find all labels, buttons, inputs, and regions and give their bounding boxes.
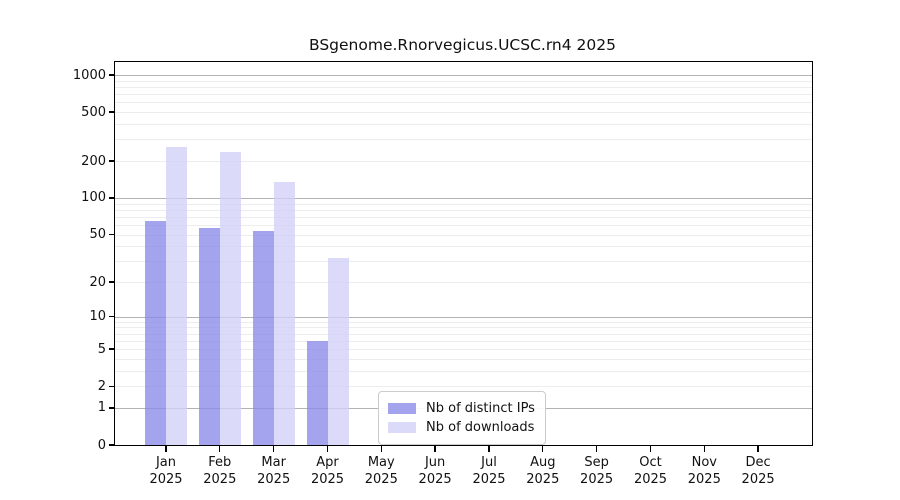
- x-tick-mark: [649, 445, 652, 452]
- y-tick-label: 50: [89, 227, 106, 242]
- bar-distinct-ips: [198, 227, 220, 445]
- y-tick-label: 1000: [72, 67, 106, 83]
- x-tick-mark: [219, 445, 221, 452]
- chart-legend: Nb of distinct IPs Nb of downloads: [378, 391, 546, 445]
- y-tick-mark: [109, 197, 115, 199]
- y-tick-label: 200: [81, 153, 106, 169]
- bar-downloads: [273, 181, 295, 445]
- x-tick-mark: [165, 445, 167, 452]
- y-tick-mark: [109, 315, 115, 318]
- gridline-minor: [115, 80, 812, 82]
- legend-item-downloads: Nb of downloads: [388, 418, 536, 437]
- y-tick-label: 5: [97, 341, 106, 357]
- legend-label-downloads: Nb of downloads: [426, 420, 535, 435]
- y-tick-mark: [109, 407, 115, 409]
- x-tick-label: Apr 2025: [310, 455, 345, 487]
- gridline-major: [115, 197, 812, 199]
- x-tick-label: Nov 2025: [687, 455, 721, 487]
- bar-downloads: [327, 257, 349, 445]
- gridline-minor: [115, 340, 812, 342]
- gridline-minor: [115, 349, 812, 351]
- gridline-minor: [115, 370, 812, 372]
- gridline-minor: [115, 261, 812, 263]
- gridline-minor: [115, 203, 812, 205]
- gridline-minor: [115, 321, 812, 323]
- y-tick-label: 2: [97, 378, 106, 394]
- x-tick-label: Sep 2025: [580, 455, 614, 487]
- bar-downloads: [219, 152, 241, 445]
- x-tick-mark: [703, 445, 705, 452]
- gridline-minor: [115, 209, 812, 211]
- bars-layer: [115, 62, 812, 445]
- gridline-minor: [115, 216, 812, 218]
- gridline-minor: [115, 386, 812, 388]
- gridline-minor: [115, 327, 812, 329]
- y-tick-label: 10: [89, 309, 106, 325]
- y-tick-label: 500: [81, 104, 106, 120]
- y-tick-label: 0: [97, 437, 106, 453]
- y-tick-label: 20: [89, 274, 106, 290]
- y-tick-mark: [109, 111, 115, 113]
- x-tick-label: Jan 2025: [149, 455, 183, 487]
- gridline-major: [115, 75, 812, 76]
- gridline-major: [115, 316, 812, 318]
- gridline-minor: [115, 234, 812, 236]
- y-tick-label: 100: [81, 190, 106, 206]
- x-tick-mark: [326, 445, 329, 452]
- gridline-minor: [115, 224, 812, 226]
- x-tick-label: Aug 2025: [526, 455, 560, 487]
- bar-distinct-ips: [306, 340, 328, 445]
- x-tick-mark: [542, 445, 544, 452]
- gridline-minor: [115, 161, 812, 162]
- bar-downloads: [166, 147, 187, 445]
- y-tick-mark: [109, 233, 115, 236]
- legend-item-distinct-ips: Nb of distinct IPs: [388, 399, 536, 418]
- gridline-minor: [115, 87, 812, 88]
- y-tick-mark: [109, 74, 115, 76]
- bar-distinct-ips: [252, 231, 274, 445]
- gridline-minor: [115, 333, 812, 335]
- x-tick-mark: [380, 445, 382, 452]
- x-tick-label: Oct 2025: [633, 455, 668, 487]
- x-tick-label: Jun 2025: [418, 455, 452, 487]
- plot-area: 0 1 2 5 10 20 50 100 200 500 1000 Jan 2025 Feb 2025 M…: [73, 61, 813, 488]
- legend-label-distinct-ips: Nb of distinct IPs: [426, 401, 535, 416]
- distinct-ips-swatch-icon: [388, 403, 416, 414]
- x-tick-label: May 2025: [364, 455, 398, 487]
- x-tick-mark: [488, 445, 490, 452]
- x-tick-mark: [273, 445, 275, 452]
- y-tick-mark: [109, 385, 115, 387]
- gridline-minor: [115, 282, 812, 283]
- x-tick-label: Feb 2025: [203, 455, 237, 487]
- gridlines-layer: [115, 62, 812, 445]
- bar-distinct-ips: [145, 220, 166, 445]
- gridline-minor: [115, 139, 812, 141]
- gridline-minor: [115, 358, 812, 360]
- chart-title: BSgenome.Rnorvegicus.UCSC.rn4 2025: [308, 36, 616, 54]
- gridline-minor: [115, 124, 812, 125]
- x-tick-mark: [595, 445, 598, 452]
- x-tick-label: Jul 2025: [472, 455, 506, 487]
- downloads-swatch-icon: [388, 422, 416, 433]
- x-tick-label: Dec 2025: [741, 455, 775, 487]
- y-tick-mark: [109, 348, 115, 350]
- y-tick-mark: [109, 444, 115, 446]
- gridline-minor: [115, 102, 812, 104]
- y-tick-label: 1: [97, 400, 106, 416]
- x-tick-mark: [757, 445, 759, 452]
- y-tick-mark: [109, 281, 115, 283]
- x-tick-mark: [434, 445, 436, 452]
- axes-layer: 0 1 2 5 10 20 50 100 200 500 1000 Jan 2025 Feb 2025 M…: [73, 62, 812, 488]
- y-tick-mark: [109, 160, 115, 162]
- gridline-minor: [115, 94, 812, 96]
- gridline-minor: [115, 246, 812, 248]
- x-tick-label: Mar 2025: [257, 455, 291, 487]
- gridline-minor: [115, 112, 812, 114]
